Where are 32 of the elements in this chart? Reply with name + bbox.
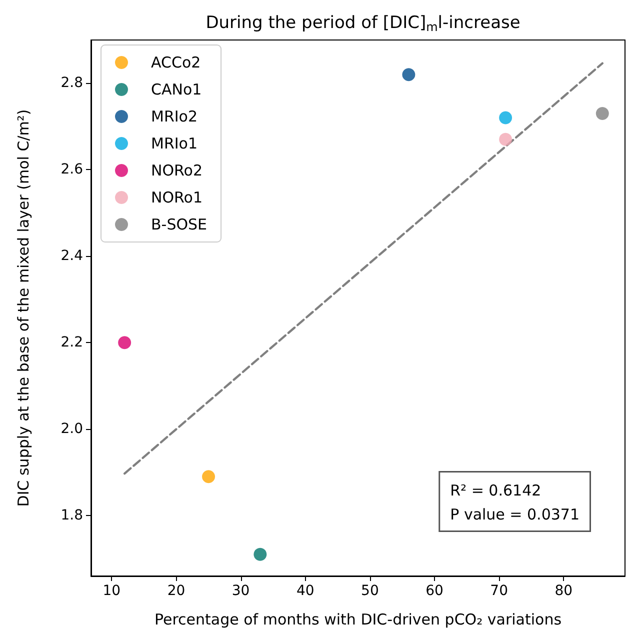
legend-label: MRIo2	[151, 108, 198, 126]
y-axis-title: DIC supply at the base of the mixed layer (mol C/m²)	[14, 109, 32, 507]
y-tick-label: 2.8	[60, 75, 83, 92]
point	[402, 68, 416, 82]
point	[254, 548, 267, 561]
y-tick-label: 1.8	[60, 507, 83, 524]
x-tick-label: 10	[102, 583, 121, 599]
x-tick-label: 20	[167, 583, 186, 599]
legend-label: ACCo2	[151, 54, 201, 72]
x-tick-label: 50	[361, 583, 379, 599]
x-tick-label: 70	[490, 583, 508, 599]
annotation: R² = 0.6142	[450, 482, 542, 500]
point	[596, 106, 609, 120]
y-tick-label: 2.0	[60, 421, 83, 438]
x-tick-label: 40	[296, 583, 314, 599]
point	[118, 336, 132, 350]
legend-label: B-SOSE	[151, 216, 208, 234]
legend-label: NORo2	[151, 162, 202, 180]
annotation: P value = 0.0371	[450, 506, 580, 524]
legend-label: MRIo1	[151, 134, 198, 152]
x-tick-label: 80	[554, 583, 573, 599]
x-axis-title: Percentage of months with DIC-driven pCO₂ variations	[154, 610, 562, 628]
legend-label: NORo1	[151, 188, 202, 206]
y-tick-label: 2.6	[60, 162, 84, 178]
y-tick-label: 2.4	[60, 248, 84, 264]
x-tick-label: 30	[232, 583, 250, 599]
point	[499, 111, 512, 124]
y-tick-label: 2.2	[60, 334, 83, 351]
legend-label: CANo1	[151, 80, 202, 98]
point	[202, 470, 216, 484]
point	[499, 132, 512, 146]
x-tick-label: 60	[426, 583, 444, 599]
